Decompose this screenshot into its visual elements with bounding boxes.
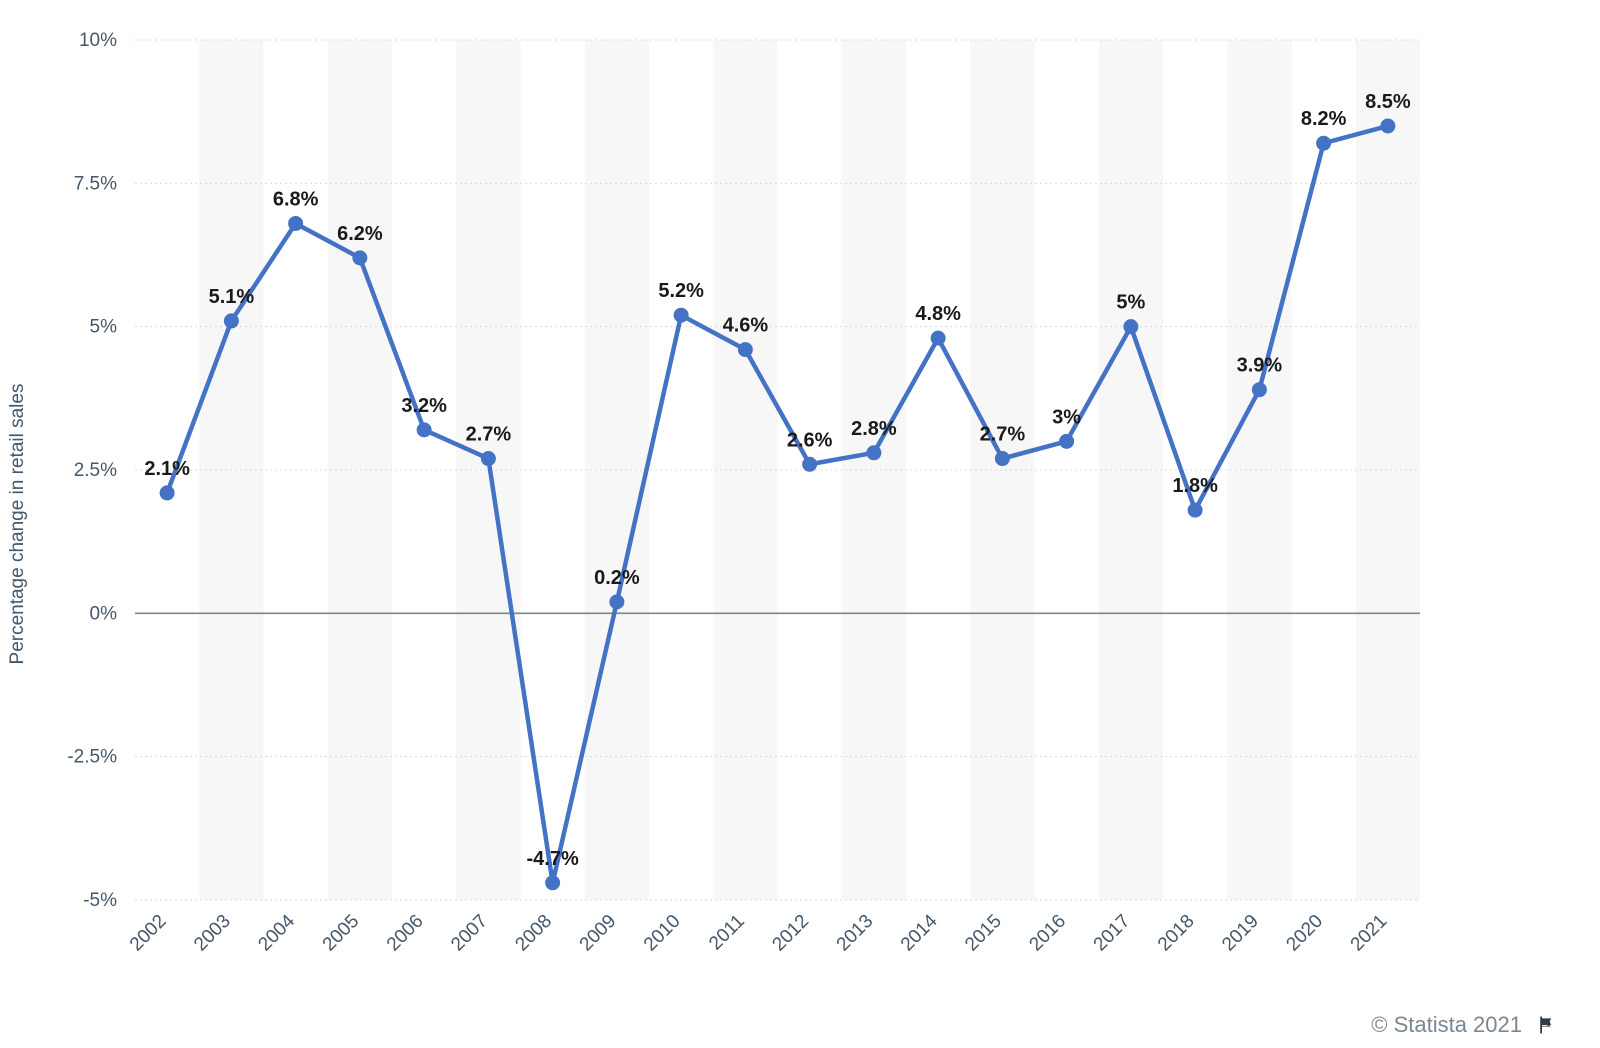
svg-text:1.8%: 1.8% xyxy=(1172,475,1218,497)
svg-text:2007: 2007 xyxy=(447,911,492,956)
svg-text:2014: 2014 xyxy=(897,910,942,955)
svg-text:5.1%: 5.1% xyxy=(209,286,255,308)
svg-text:2018: 2018 xyxy=(1154,911,1199,956)
svg-text:2.6%: 2.6% xyxy=(787,429,833,451)
svg-text:0%: 0% xyxy=(90,603,118,624)
svg-text:2019: 2019 xyxy=(1218,911,1263,956)
svg-text:2016: 2016 xyxy=(1025,911,1070,956)
svg-text:8.2%: 8.2% xyxy=(1301,108,1347,130)
svg-text:8.5%: 8.5% xyxy=(1365,91,1411,113)
svg-text:2021: 2021 xyxy=(1347,911,1392,956)
svg-text:3%: 3% xyxy=(1052,406,1081,428)
svg-text:2006: 2006 xyxy=(383,911,428,956)
svg-text:2.1%: 2.1% xyxy=(144,458,190,480)
svg-text:6.2%: 6.2% xyxy=(337,223,383,245)
flag-icon[interactable] xyxy=(1534,1015,1560,1035)
svg-text:2003: 2003 xyxy=(190,911,235,956)
svg-text:2020: 2020 xyxy=(1282,911,1327,956)
svg-text:2005: 2005 xyxy=(319,911,364,956)
svg-text:2002: 2002 xyxy=(126,911,171,956)
svg-text:5%: 5% xyxy=(90,317,118,338)
svg-text:2.5%: 2.5% xyxy=(74,460,117,481)
copyright-text: © Statista 2021 xyxy=(1371,1012,1522,1038)
chart-footer: © Statista 2021 xyxy=(1371,1012,1560,1038)
svg-text:-5%: -5% xyxy=(83,890,117,911)
svg-text:2013: 2013 xyxy=(833,911,878,956)
svg-text:2012: 2012 xyxy=(768,911,813,956)
svg-text:2017: 2017 xyxy=(1090,911,1135,956)
svg-text:3.2%: 3.2% xyxy=(401,395,447,417)
svg-text:-2.5%: -2.5% xyxy=(67,747,117,768)
svg-text:4.8%: 4.8% xyxy=(915,303,961,325)
svg-text:2.8%: 2.8% xyxy=(851,418,897,440)
svg-text:2.7%: 2.7% xyxy=(466,424,512,446)
svg-text:5.2%: 5.2% xyxy=(658,280,704,302)
svg-text:2010: 2010 xyxy=(640,911,685,956)
svg-text:5%: 5% xyxy=(1116,292,1145,314)
line-chart: -5% -2.5% 0% 2.5% 5% 7.5% 10% 2.1% 5.1% 6.8% 6.2% 3… xyxy=(0,0,1600,1048)
svg-text:7.5%: 7.5% xyxy=(74,173,117,194)
svg-text:2015: 2015 xyxy=(961,911,1006,956)
svg-text:-4.7%: -4.7% xyxy=(527,848,579,870)
svg-text:2008: 2008 xyxy=(511,911,556,956)
svg-text:4.6%: 4.6% xyxy=(723,315,769,337)
svg-text:2009: 2009 xyxy=(576,911,621,956)
svg-text:2.7%: 2.7% xyxy=(980,424,1026,446)
svg-text:2011: 2011 xyxy=(705,911,749,955)
svg-text:3.9%: 3.9% xyxy=(1237,355,1283,377)
chart-container: Percentage change in retail sales -5%-2.… xyxy=(0,0,1600,1048)
svg-text:6.8%: 6.8% xyxy=(273,188,319,210)
svg-text:10%: 10% xyxy=(79,30,117,51)
svg-text:0.2%: 0.2% xyxy=(594,567,640,589)
svg-text:2004: 2004 xyxy=(254,910,299,955)
